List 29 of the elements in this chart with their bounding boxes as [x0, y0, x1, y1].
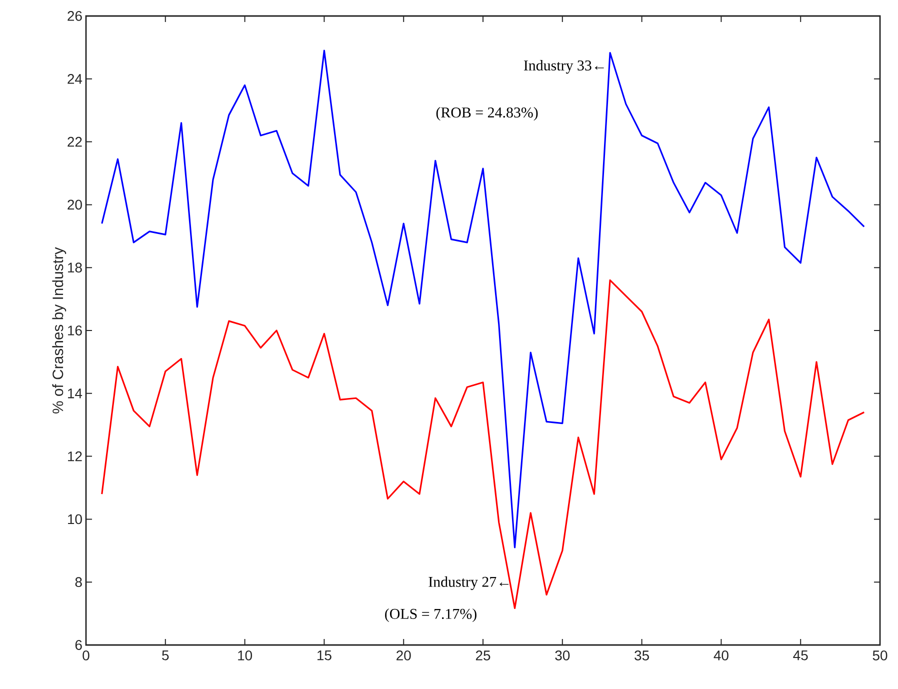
y-tick-label: 14: [68, 388, 82, 398]
line-series: [101, 50, 865, 548]
x-tick-label: 45: [793, 650, 808, 660]
x-tick-label: 30: [555, 650, 570, 660]
annotation: Industry 33←: [524, 60, 604, 74]
x-tick-label: 10: [238, 650, 252, 660]
x-tick-label: 40: [714, 650, 728, 660]
y-tick-label: 24: [68, 74, 82, 84]
y-tick-label: 20: [68, 200, 82, 210]
x-tick-label: 5: [162, 650, 169, 660]
x-tick-label: 25: [476, 650, 490, 660]
annotation: Industry 27←: [428, 576, 509, 590]
x-tick-label: 0: [82, 650, 90, 660]
y-tick-label: 22: [68, 136, 82, 147]
y-tick-label: 16: [68, 326, 82, 336]
y-tick-label: 18: [68, 262, 82, 273]
annotation: (OLS = 7.17%): [385, 608, 476, 622]
y-tick-label: 10: [68, 514, 82, 524]
annotation: (ROB = 24.83%): [436, 107, 538, 121]
y-axis-title: % of Crashes by Industry: [52, 247, 66, 414]
x-tick-label: 35: [634, 650, 649, 660]
line-series: [101, 279, 865, 610]
x-tick-label: 50: [872, 650, 888, 660]
y-tick-label: 6: [75, 640, 82, 650]
x-tick-label: 20: [396, 650, 411, 660]
y-tick-label: 26: [68, 11, 82, 21]
y-tick-label: 12: [68, 451, 82, 462]
x-tick-label: 15: [318, 650, 332, 660]
y-tick-label: 8: [75, 577, 82, 588]
